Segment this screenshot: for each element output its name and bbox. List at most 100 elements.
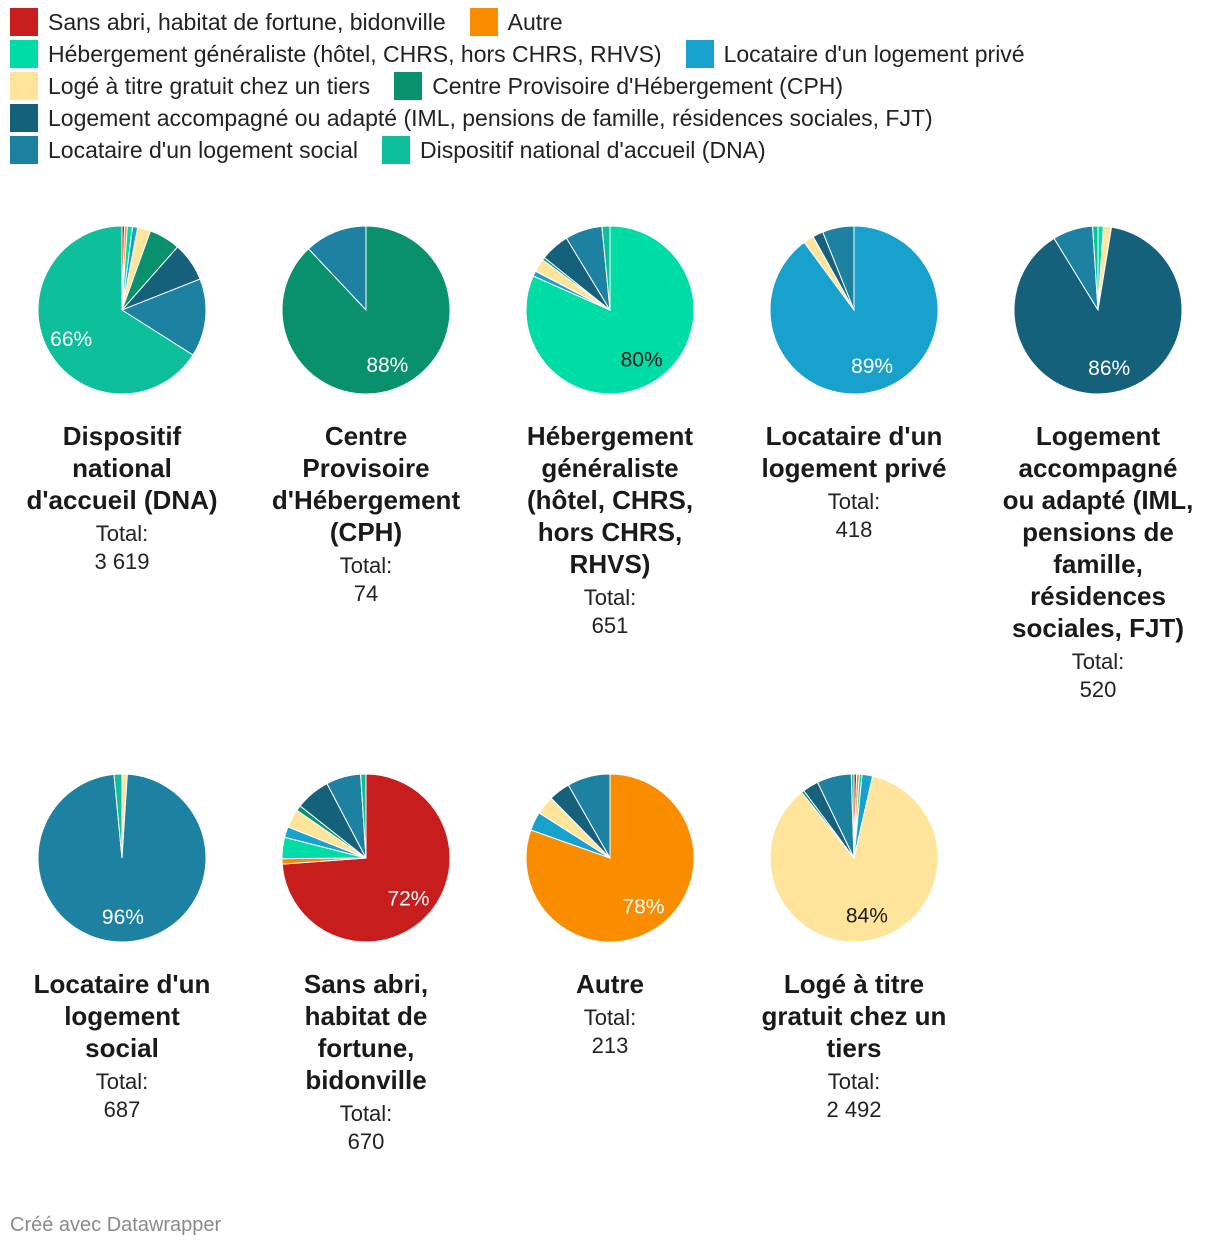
footer-credit: Créé avec Datawrapper — [10, 1214, 222, 1236]
legend-label: Dispositif national d'accueil (DNA) — [419, 136, 766, 163]
legend-label: Centre Provisoire d'Hébergement (CPH) — [432, 72, 844, 99]
legend-label: Hébergement généraliste (hôtel, CHRS, ho… — [48, 40, 662, 67]
legend-label: Locataire d'un logement social — [48, 136, 358, 163]
pie-total-label: Total: — [339, 1101, 393, 1126]
legend-label: Locataire d'un logement privé — [723, 40, 1025, 67]
pie-chart: 72% — [281, 773, 451, 943]
pie-total-value: 687 — [103, 1097, 141, 1122]
pie-cell: 89% Locataire d'un logement privé Total: 41… — [732, 222, 976, 544]
pie-chart: 84% — [769, 773, 939, 943]
legend-item-dna: Dispositif national d'accueil (DNA) — [381, 136, 766, 164]
pie-chart: 78% — [525, 773, 695, 943]
legend-label: Sans abri, habitat de fortune, bidonvill… — [48, 8, 446, 35]
pie-total-value: 213 — [591, 1033, 629, 1058]
pie-percent-label: 78% — [622, 895, 664, 918]
pie-cell: 66% Dispositif national d'accueil (DNA) To… — [0, 222, 244, 576]
legend-row: Hébergement généraliste (hôtel, CHRS, ho… — [10, 38, 1210, 70]
pie-slice-dispositif-national-d-accueil-dna — [1092, 225, 1099, 311]
pie-title: Sans abri, habitat de fortune, bidonvill… — [303, 969, 429, 1095]
pie-total-label: Total: — [95, 521, 149, 546]
pie-title: Dispositif national d'accueil (DNA) — [26, 421, 218, 515]
legend-item-locataire-social: Locataire d'un logement social — [10, 136, 358, 164]
pie-percent-label: 89% — [851, 355, 893, 378]
pie-total-label: Total: — [583, 1005, 637, 1030]
legend-item-autre: Autre — [469, 8, 563, 36]
pie-percent-label: 72% — [387, 887, 429, 910]
pie-title: Centre Provisoire d'Hébergement (CPH) — [271, 421, 461, 547]
pie-percent-label: 66% — [50, 328, 92, 351]
pie-percent-label: 84% — [846, 905, 888, 928]
pie-slice-locataire-d-un-logement-social — [822, 225, 855, 311]
legend-swatch-locataire-social — [10, 136, 38, 164]
pie-title: Locataire d'un logement privé — [761, 421, 947, 483]
pie-cell: 78% Autre Total: 213 — [488, 770, 732, 1060]
legend-row: Locataire d'un logement social Dispositi… — [10, 134, 1210, 166]
pie-slice-dispositif-national-d-accueil-dna — [113, 773, 123, 859]
pie-total-value: 520 — [1079, 677, 1117, 702]
pie-cell: 96% Locataire d'un logement social Total: 6… — [0, 770, 244, 1124]
pie-chart: 66% — [37, 225, 207, 395]
pie-total-value: 74 — [353, 581, 379, 606]
pie-title: Hébergement généraliste (hôtel, CHRS, ho… — [526, 421, 694, 579]
pie-chart: 86% — [1013, 225, 1183, 395]
legend-label: Logé à titre gratuit chez un tiers — [48, 72, 371, 99]
pie-percent-label: 96% — [102, 906, 144, 929]
pie-chart: 89% — [769, 225, 939, 395]
legend-row: Sans abri, habitat de fortune, bidonvill… — [10, 6, 1210, 38]
pie-total-value: 2 492 — [826, 1097, 882, 1122]
pie-slice-logement-accompagne-ou-adapte-iml-pensio — [1013, 226, 1183, 395]
pie-slice-dispositif-national-d-accueil-dna — [850, 773, 855, 859]
pie-slice-centre-provisoire-d-hebergement-cph — [281, 225, 451, 395]
pie-title: Logé à titre gratuit chez un tiers — [761, 969, 947, 1063]
pie-total-value: 670 — [347, 1129, 385, 1154]
pie-chart: 96% — [37, 773, 207, 943]
pie-slice-loge-a-titre-gratuit-chez-un-tiers — [769, 775, 939, 943]
legend-item-hebergement: Hébergement généraliste (hôtel, CHRS, ho… — [10, 40, 662, 68]
legend-swatch-loge-gratuit — [10, 72, 38, 100]
pie-total-label: Total: — [1071, 649, 1125, 674]
legend-row: Logement accompagné ou adapté (IML, pens… — [10, 102, 1210, 134]
pie-chart: 88% — [281, 225, 451, 395]
legend-item-sans-abri: Sans abri, habitat de fortune, bidonvill… — [10, 8, 446, 36]
pie-slice-dispositif-national-d-accueil-dna — [601, 225, 611, 311]
pie-slice-locataire-d-un-logement-social — [567, 773, 611, 860]
pie-slice-dispositif-national-d-accueil-dna — [37, 225, 194, 395]
legend-swatch-locataire-prive — [685, 40, 714, 68]
pie-total-value: 3 619 — [94, 549, 150, 574]
legend-label: Logement accompagné ou adapté (IML, pens… — [48, 104, 933, 131]
pie-percent-label: 80% — [621, 349, 663, 372]
pie-slice-dispositif-national-d-accueil-dna — [360, 773, 367, 859]
legend-swatch-dna — [381, 136, 410, 164]
pie-slice-locataire-d-un-logement-social — [307, 225, 367, 312]
pie-title: Locataire d'un logement social — [33, 969, 211, 1063]
legend-swatch-hebergement — [10, 40, 38, 68]
legend-item-locataire-prive: Locataire d'un logement privé — [685, 40, 1025, 68]
pie-title: Logement accompagné ou adapté (IML, pens… — [1002, 421, 1194, 643]
legend-item-loge-gratuit: Logé à titre gratuit chez un tiers — [10, 72, 370, 100]
chart-legend: Sans abri, habitat de fortune, bidonvill… — [10, 6, 1210, 166]
pie-total-label: Total: — [95, 1069, 149, 1094]
pie-cell: 80% Hébergement généraliste (hôtel, CHRS,… — [488, 222, 732, 640]
legend-item-logement-accompagne: Logement accompagné ou adapté (IML, pens… — [10, 104, 933, 132]
legend-swatch-logement-accompagne — [10, 104, 38, 132]
legend-swatch-sans-abri — [10, 8, 38, 36]
legend-swatch-autre — [469, 8, 498, 36]
legend-label: Autre — [507, 8, 563, 35]
legend-item-cph: Centre Provisoire d'Hébergement (CPH) — [394, 72, 843, 100]
pie-title: Autre — [576, 969, 644, 999]
pie-percent-label: 88% — [366, 354, 408, 377]
pie-chart: 80% — [525, 225, 695, 395]
pie-total-label: Total: — [827, 1069, 881, 1094]
pie-cell: 72% Sans abri, habitat de fortune, bidonv… — [244, 770, 488, 1156]
legend-swatch-cph — [394, 72, 423, 100]
legend-row: Logé à titre gratuit chez un tiers Centr… — [10, 70, 1210, 102]
pie-total-label: Total: — [583, 585, 637, 610]
pie-total-label: Total: — [339, 553, 393, 578]
pie-total-label: Total: — [827, 489, 881, 514]
pie-cell: 86% Logement accompagné ou adapté (IML, p… — [976, 222, 1220, 704]
pie-percent-label: 86% — [1088, 357, 1130, 380]
pie-cell: 88% Centre Provisoire d'Hébergement (CPH)… — [244, 222, 488, 608]
pie-slice-locataire-d-un-logement-social — [120, 278, 207, 356]
pie-slice-locataire-d-un-logement-social — [37, 773, 207, 943]
pie-cell: 84% Logé à titre gratuit chez un tiers Tot… — [732, 770, 976, 1124]
